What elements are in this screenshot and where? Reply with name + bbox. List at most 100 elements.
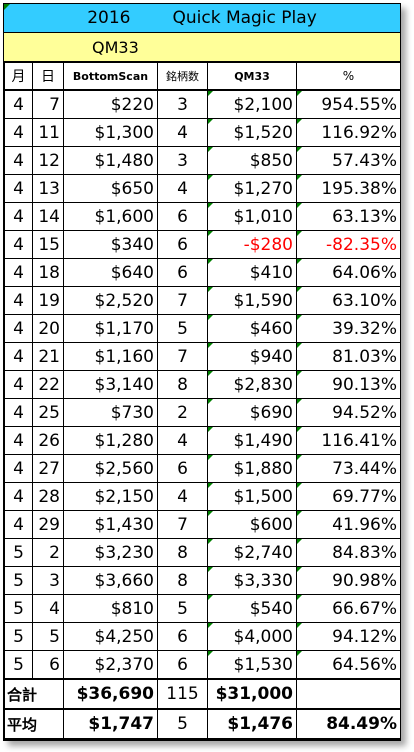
cell-pct[interactable]: -82.35%: [296, 230, 401, 259]
cell-pct[interactable]: 63.13%: [296, 202, 401, 231]
cell-pct[interactable]: 94.12%: [296, 622, 401, 651]
cell-bottomscan[interactable]: $3,660: [63, 566, 158, 595]
cell-pct[interactable]: 41.96%: [296, 510, 401, 539]
cell-qm33[interactable]: $3,330: [207, 566, 297, 595]
average-label[interactable]: 平均: [4, 708, 64, 740]
cell-qm33[interactable]: $1,490: [207, 426, 297, 455]
cell-count[interactable]: 8: [157, 370, 208, 399]
cell-month[interactable]: 4: [4, 258, 33, 287]
cell-pct[interactable]: 954.55%: [296, 89, 401, 119]
cell-count[interactable]: 8: [157, 566, 208, 595]
cell-count[interactable]: 5: [157, 314, 208, 343]
total-count[interactable]: 115: [157, 678, 208, 710]
cell-day[interactable]: 5: [32, 622, 64, 651]
cell-bottomscan[interactable]: $3,140: [63, 370, 158, 399]
cell-pct[interactable]: 57.43%: [296, 146, 401, 175]
cell-pct[interactable]: 63.10%: [296, 286, 401, 315]
cell-qm33[interactable]: $4,000: [207, 622, 297, 651]
cell-day[interactable]: 19: [32, 286, 64, 315]
cell-bottomscan[interactable]: $1,600: [63, 202, 158, 231]
cell-count[interactable]: 3: [157, 146, 208, 175]
cell-day[interactable]: 25: [32, 398, 64, 427]
cell-count[interactable]: 5: [157, 594, 208, 623]
cell-count[interactable]: 7: [157, 510, 208, 539]
cell-qm33[interactable]: $850: [207, 146, 297, 175]
cell-count[interactable]: 6: [157, 258, 208, 287]
header-count[interactable]: 銘柄数: [157, 62, 208, 91]
cell-count[interactable]: 6: [157, 650, 208, 680]
cell-qm33[interactable]: $460: [207, 314, 297, 343]
average-pct[interactable]: 84.49%: [296, 708, 401, 740]
cell-month[interactable]: 4: [4, 118, 33, 147]
cell-pct[interactable]: 90.98%: [296, 566, 401, 595]
cell-day[interactable]: 20: [32, 314, 64, 343]
cell-bottomscan[interactable]: $640: [63, 258, 158, 287]
cell-bottomscan[interactable]: $2,150: [63, 482, 158, 511]
cell-count[interactable]: 8: [157, 538, 208, 567]
cell-bottomscan[interactable]: $2,370: [63, 650, 158, 680]
cell-pct[interactable]: 90.13%: [296, 370, 401, 399]
cell-count[interactable]: 4: [157, 174, 208, 203]
cell-month[interactable]: 5: [4, 538, 33, 567]
cell-qm33[interactable]: $1,530: [207, 650, 297, 680]
cell-count[interactable]: 3: [157, 89, 208, 119]
cell-count[interactable]: 7: [157, 286, 208, 315]
cell-bottomscan[interactable]: $3,230: [63, 538, 158, 567]
cell-day[interactable]: 4: [32, 594, 64, 623]
cell-bottomscan[interactable]: $4,250: [63, 622, 158, 651]
cell-qm33[interactable]: $1,520: [207, 118, 297, 147]
cell-count[interactable]: 4: [157, 426, 208, 455]
cell-bottomscan[interactable]: $1,300: [63, 118, 158, 147]
cell-month[interactable]: 5: [4, 650, 33, 680]
cell-month[interactable]: 4: [4, 342, 33, 371]
cell-day[interactable]: 18: [32, 258, 64, 287]
cell-day[interactable]: 28: [32, 482, 64, 511]
header-bottomscan[interactable]: BottomScan: [63, 62, 158, 91]
cell-bottomscan[interactable]: $2,520: [63, 286, 158, 315]
cell-month[interactable]: 4: [4, 510, 33, 539]
cell-day[interactable]: 3: [32, 566, 64, 595]
cell-pct[interactable]: 94.52%: [296, 398, 401, 427]
cell-pct[interactable]: 195.38%: [296, 174, 401, 203]
cell-bottomscan[interactable]: $1,170: [63, 314, 158, 343]
cell-month[interactable]: 4: [4, 426, 33, 455]
cell-day[interactable]: 2: [32, 538, 64, 567]
cell-bottomscan[interactable]: $810: [63, 594, 158, 623]
cell-day[interactable]: 21: [32, 342, 64, 371]
cell-pct[interactable]: 69.77%: [296, 482, 401, 511]
cell-pct[interactable]: 116.41%: [296, 426, 401, 455]
cell-count[interactable]: 2: [157, 398, 208, 427]
cell-qm33[interactable]: $410: [207, 258, 297, 287]
cell-count[interactable]: 7: [157, 342, 208, 371]
cell-qm33[interactable]: $540: [207, 594, 297, 623]
cell-pct[interactable]: 116.92%: [296, 118, 401, 147]
cell-month[interactable]: 5: [4, 622, 33, 651]
cell-month[interactable]: 4: [4, 146, 33, 175]
subtitle-bar[interactable]: QM33: [4, 33, 400, 62]
cell-month[interactable]: 4: [4, 230, 33, 259]
cell-bottomscan[interactable]: $220: [63, 89, 158, 119]
total-qm33[interactable]: $31,000: [207, 678, 297, 710]
cell-day[interactable]: 26: [32, 426, 64, 455]
cell-day[interactable]: 13: [32, 174, 64, 203]
cell-pct[interactable]: 64.56%: [296, 650, 401, 680]
cell-qm33[interactable]: $1,880: [207, 454, 297, 483]
cell-month[interactable]: 4: [4, 89, 33, 119]
cell-qm33[interactable]: -$280: [207, 230, 297, 259]
cell-month[interactable]: 4: [4, 482, 33, 511]
cell-qm33[interactable]: $2,100: [207, 89, 297, 119]
header-month[interactable]: 月: [4, 62, 33, 91]
cell-pct[interactable]: 81.03%: [296, 342, 401, 371]
cell-bottomscan[interactable]: $1,430: [63, 510, 158, 539]
cell-day[interactable]: 12: [32, 146, 64, 175]
total-pct[interactable]: [296, 678, 401, 710]
total-bottomscan[interactable]: $36,690: [63, 678, 158, 710]
cell-qm33[interactable]: $1,500: [207, 482, 297, 511]
cell-day[interactable]: 6: [32, 650, 64, 680]
cell-count[interactable]: 6: [157, 230, 208, 259]
cell-count[interactable]: 4: [157, 482, 208, 511]
cell-month[interactable]: 4: [4, 398, 33, 427]
cell-pct[interactable]: 39.32%: [296, 314, 401, 343]
total-label[interactable]: 合計: [4, 678, 64, 710]
cell-count[interactable]: 4: [157, 118, 208, 147]
